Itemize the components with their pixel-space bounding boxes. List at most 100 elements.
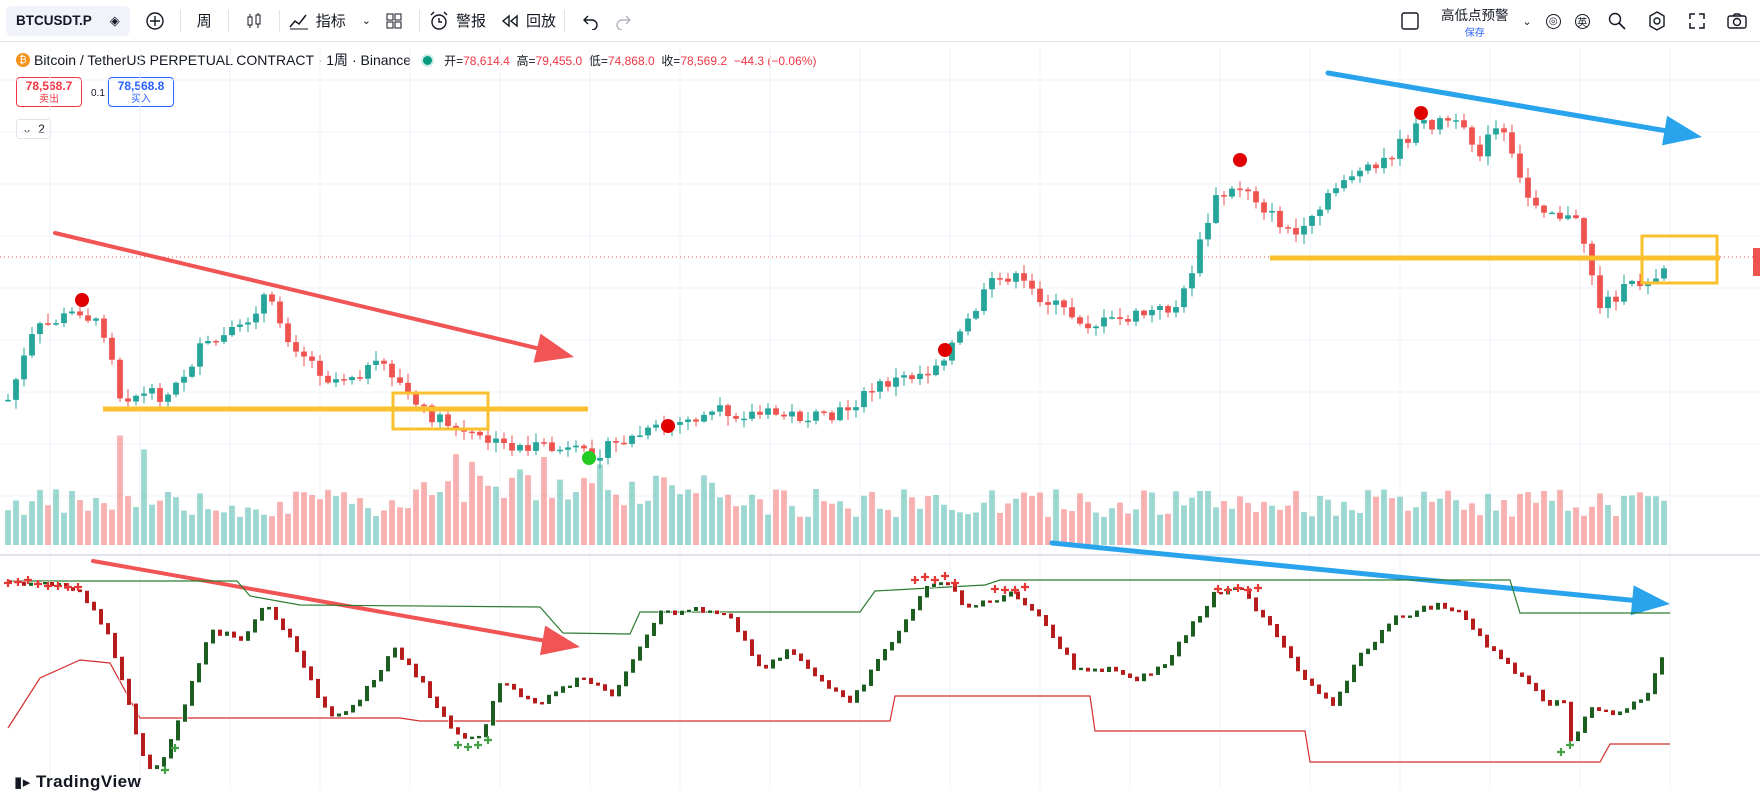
candle-body	[1181, 288, 1187, 308]
layout-name-button[interactable]: 高低点预警 保存	[1441, 4, 1509, 39]
volume-bar	[1357, 513, 1363, 545]
candle-body	[1029, 280, 1035, 289]
candle-body	[749, 411, 755, 419]
volume-bar	[581, 478, 587, 545]
redo-icon[interactable]	[607, 4, 641, 38]
candle-body	[293, 342, 299, 352]
candle-body	[1469, 127, 1475, 145]
candle-body	[1597, 275, 1603, 309]
interval-button[interactable]: 周	[196, 13, 212, 30]
oscillator-bar	[280, 617, 286, 631]
oscillator-bar	[371, 679, 377, 688]
volume-bar	[1101, 516, 1107, 545]
osc-arrow-down-head	[539, 625, 580, 656]
candle-body	[1237, 188, 1243, 191]
oscillator-bar	[833, 686, 839, 693]
candle-body	[645, 427, 651, 436]
undo-icon[interactable]	[573, 4, 607, 38]
oscillator-bar	[749, 638, 755, 657]
volume-bar	[1397, 496, 1403, 545]
settings-gear-icon[interactable]	[1640, 4, 1674, 38]
rewind-icon	[501, 14, 518, 27]
oscillator-bar	[840, 689, 846, 698]
oscillator-bar	[588, 677, 594, 685]
signal-plus-marker	[14, 578, 22, 586]
buy-button[interactable]: 78,568.8 买入	[108, 77, 174, 107]
volume-bar	[1269, 505, 1275, 545]
oscillator-bar	[511, 683, 517, 691]
volume-bar	[341, 492, 347, 545]
replay-button[interactable]: 回放	[500, 0, 556, 42]
oscillator-bar	[1610, 709, 1616, 716]
oscillator-bar	[791, 648, 797, 656]
symbol-search-button[interactable]: BTCUSDT.P ◈	[6, 5, 130, 36]
oscillator-bar	[469, 736, 475, 740]
oscillator-bar	[504, 682, 510, 687]
volume-bar	[1301, 512, 1307, 545]
alert-button[interactable]: 警报	[428, 0, 486, 42]
volume-bar	[5, 510, 11, 545]
oscillator-bar	[427, 680, 433, 699]
volume-bar	[101, 503, 107, 545]
volume-bar	[773, 489, 779, 545]
chart-canvas[interactable]	[0, 42, 1760, 789]
quick-search-icon[interactable]	[1600, 4, 1634, 38]
volume-bar	[1013, 498, 1019, 545]
oscillator-bar	[1127, 672, 1133, 679]
candle-body	[405, 382, 411, 394]
oscillator-bar	[903, 618, 909, 633]
candle-body	[1245, 189, 1251, 192]
candle-body	[93, 318, 99, 321]
oscillator-bar	[525, 695, 531, 700]
chevron-down-icon[interactable]: ⌄	[361, 15, 372, 27]
candle-body	[189, 366, 195, 377]
volume-bar	[1173, 491, 1179, 545]
indicators-button[interactable]: 指标 ⌄	[288, 0, 371, 42]
signal-plus-marker	[1557, 748, 1565, 756]
watchlist-diamond-icon[interactable]: ◈	[109, 12, 120, 28]
oscillator-bar	[868, 668, 874, 687]
fullscreen-icon[interactable]	[1680, 4, 1714, 38]
layout-square-icon[interactable]	[1393, 4, 1427, 38]
sell-button[interactable]: 78,568.7 卖出	[16, 77, 82, 107]
oscillator-bar	[574, 677, 580, 688]
volume-bar	[597, 464, 603, 545]
oscillator-bar	[623, 670, 629, 687]
candle-body	[845, 407, 851, 411]
volume-bar	[117, 435, 123, 545]
oscillator-bar	[1344, 680, 1350, 694]
candle-body	[1661, 268, 1667, 279]
language-circle-icon[interactable]: 英	[1574, 13, 1590, 29]
oscillator-bar	[665, 609, 671, 614]
volume-bar	[285, 513, 291, 545]
upper-channel-line	[8, 579, 1670, 635]
oscillator-bar	[126, 678, 132, 706]
volume-bar	[237, 516, 243, 545]
candle-body	[5, 399, 11, 402]
candle-body	[813, 411, 819, 421]
candle-body	[413, 393, 419, 405]
layout-grid-icon[interactable]	[377, 4, 411, 38]
oscillator-bar	[1134, 676, 1140, 682]
camera-snapshot-icon[interactable]	[1720, 4, 1754, 38]
candle-body	[1397, 138, 1403, 159]
oscillator-bar	[1617, 710, 1623, 716]
volume-bar	[1573, 507, 1579, 545]
candle-type-icon[interactable]	[237, 4, 271, 38]
oscillator-bar	[931, 583, 937, 588]
candle-body	[213, 341, 219, 343]
oscillator-bar	[189, 680, 195, 707]
candle-body	[501, 438, 507, 444]
candle-body	[1421, 120, 1427, 124]
currency-circle-icon[interactable]: ◎	[1545, 13, 1561, 29]
candle-body	[1381, 157, 1387, 169]
oscillator-bar	[854, 689, 860, 704]
layout-chevron-down-icon[interactable]: ⌄	[1522, 15, 1532, 28]
volume-bar	[413, 489, 419, 545]
candle-body	[1013, 273, 1019, 282]
oscillator-bar	[735, 616, 741, 633]
volume-bar	[781, 490, 787, 545]
oscillator-bar	[154, 764, 160, 770]
compare-add-icon[interactable]	[138, 4, 172, 38]
volume-bar	[357, 498, 363, 545]
